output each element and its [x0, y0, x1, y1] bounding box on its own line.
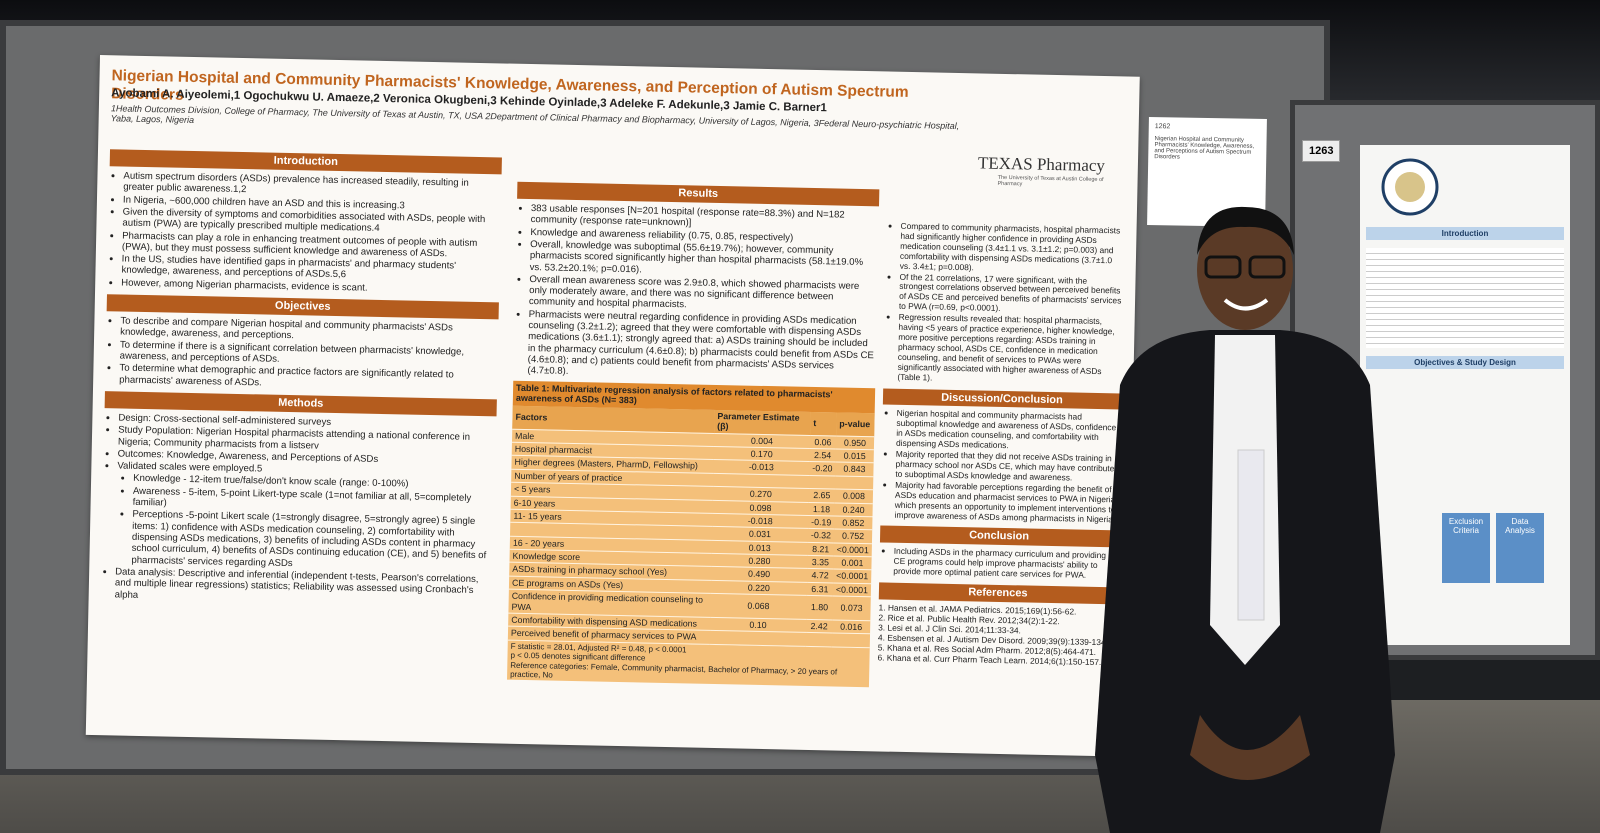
column-header: p-value — [836, 412, 875, 437]
table-cell: 1.80 — [806, 595, 833, 620]
table-cell: 0.001 — [833, 555, 872, 571]
bullet: Perceptions -5-point Likert scale (1=str… — [131, 509, 494, 573]
info-box: Data Analysis — [1496, 513, 1544, 583]
bullet: Pharmacists were neutral regarding confi… — [527, 309, 876, 384]
table-footnotes: F statistic = 28.01, Adjusted R² = 0.48,… — [506, 640, 870, 688]
table-cell: 1.18 — [808, 501, 835, 516]
table-cell: <0.0001 — [832, 582, 872, 597]
table-cell: 0.015 — [835, 448, 874, 464]
bullet-list: To describe and compare Nigerian hospita… — [105, 315, 498, 393]
table-cell: 0.240 — [834, 502, 873, 517]
table-cell: 0.852 — [834, 515, 873, 531]
table-cell: <0.0001 — [833, 542, 872, 557]
table-cell: 0.752 — [833, 529, 873, 544]
table-cell: <0.0001 — [833, 569, 872, 584]
text-block — [1366, 248, 1564, 348]
section-heading: Objectives & Study Design — [1366, 356, 1564, 369]
table-cell: 0.008 — [834, 489, 874, 504]
logo-subtitle: The University of Texas at Austin Colleg… — [997, 174, 1104, 188]
logo: TEXAS Pharmacy — [977, 153, 1106, 176]
table-cell: -0.32 — [807, 528, 835, 543]
table-cell: 2.65 — [808, 488, 835, 503]
section-heading: Introduction — [1366, 227, 1564, 240]
section-heading: Results — [517, 181, 880, 207]
neighbor-poster: Introduction Objectives & Study Design E… — [1360, 145, 1570, 645]
middle-column: Results 383 usable responses [N=201 hosp… — [506, 176, 880, 688]
regression-table: Table 1: Multivariate regression analysi… — [507, 380, 876, 648]
table-cell: 6.31 — [806, 582, 834, 597]
presenter — [1095, 206, 1395, 833]
table-cell: 8.21 — [807, 542, 834, 556]
table-cell: 2.54 — [809, 448, 836, 463]
table-cell: 0.06 — [809, 435, 837, 449]
bullet: Data analysis: Descriptive and inferenti… — [115, 566, 494, 608]
table-cell: 4.72 — [806, 568, 834, 583]
table-cell: 3.35 — [807, 555, 834, 570]
bullet-list: Design: Cross-sectional self-administere… — [103, 412, 496, 480]
bullet: Overall mean awareness score was 2.9±0.8… — [529, 274, 878, 315]
table-cell: 0.073 — [832, 596, 871, 621]
bullet-list: 383 usable responses [N=201 hospital (re… — [513, 203, 879, 384]
table-cell: -0.19 — [808, 515, 835, 530]
table-cell: 2.42 — [805, 619, 833, 634]
column-header: t — [810, 411, 837, 436]
column-header: Parameter Estimate (β) — [714, 409, 811, 436]
bullet-list: Data analysis: Descriptive and inferenti… — [101, 566, 494, 608]
card-text: Nigerian Hospital and Community Pharmaci… — [1154, 136, 1255, 161]
bullet-list: Autism spectrum disorders (ASDs) prevale… — [107, 170, 501, 296]
board-tag: 1263 — [1302, 140, 1341, 162]
info-box: Exclusion Criteria — [1442, 513, 1490, 583]
table-cell: 0.016 — [831, 619, 871, 635]
sub-bullet-list: Knowledge - 12-item true/false/don't kno… — [101, 473, 495, 574]
card-number: 1262 — [1154, 123, 1171, 131]
table-cell: -0.20 — [809, 461, 836, 476]
table-cell: 0.068 — [710, 593, 807, 620]
university-seal — [1381, 158, 1439, 216]
poster: Nigerian Hospital and Community Pharmaci… — [85, 55, 1140, 757]
table-cell: 0.950 — [835, 435, 875, 450]
table-cell: 0.843 — [835, 462, 874, 477]
left-column: Introduction Autism spectrum disorders (… — [101, 143, 503, 609]
bullet: Overall, knowledge was suboptimal (55.6±… — [530, 239, 879, 280]
